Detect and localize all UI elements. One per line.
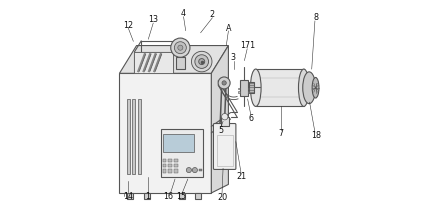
Bar [161, 129, 203, 177]
Bar [168, 158, 172, 162]
Circle shape [218, 77, 230, 89]
Text: 6: 6 [248, 114, 254, 123]
Bar [179, 192, 185, 199]
Text: 14: 14 [123, 192, 133, 201]
Text: 16: 16 [163, 192, 174, 201]
Bar [168, 164, 172, 167]
Text: 3: 3 [231, 53, 236, 62]
Bar [163, 158, 166, 162]
Bar [221, 117, 229, 126]
Polygon shape [135, 52, 173, 73]
Ellipse shape [250, 69, 261, 106]
Polygon shape [211, 46, 228, 193]
Bar [217, 135, 233, 166]
Bar [163, 134, 194, 152]
Circle shape [171, 38, 190, 57]
Circle shape [222, 114, 228, 120]
Bar [138, 99, 141, 174]
Bar [238, 88, 239, 89]
Bar [248, 91, 250, 93]
Circle shape [192, 167, 198, 173]
Text: 4: 4 [181, 9, 186, 18]
Ellipse shape [303, 72, 316, 104]
Ellipse shape [312, 77, 319, 98]
Text: 20: 20 [217, 193, 227, 202]
Bar [119, 73, 211, 193]
Bar [163, 169, 166, 173]
Bar [174, 158, 178, 162]
Circle shape [199, 58, 205, 64]
Bar [174, 164, 178, 167]
Circle shape [174, 42, 186, 54]
Bar [127, 192, 133, 199]
Bar [174, 169, 178, 173]
Text: 171: 171 [240, 41, 255, 50]
Bar [239, 80, 248, 96]
FancyBboxPatch shape [214, 124, 236, 169]
Text: 2: 2 [210, 10, 215, 19]
Text: 15: 15 [176, 192, 186, 201]
Ellipse shape [298, 69, 309, 106]
Text: 1: 1 [145, 192, 151, 201]
Circle shape [178, 45, 183, 50]
Polygon shape [119, 46, 228, 73]
Bar [248, 88, 250, 89]
Circle shape [191, 51, 212, 72]
Circle shape [222, 81, 226, 85]
Bar [198, 169, 202, 171]
Text: 7: 7 [278, 129, 283, 138]
Text: 18: 18 [311, 131, 321, 140]
Circle shape [195, 55, 209, 68]
Bar [127, 99, 130, 174]
Text: 13: 13 [148, 15, 158, 25]
Bar [144, 192, 150, 199]
Bar [195, 192, 201, 199]
Text: 12: 12 [123, 21, 133, 30]
Text: 8: 8 [313, 13, 318, 22]
Bar [249, 82, 254, 93]
Text: 21: 21 [236, 172, 246, 181]
Bar [168, 169, 172, 173]
Bar [176, 57, 185, 69]
Bar [238, 91, 239, 93]
Bar [163, 164, 166, 167]
Bar [132, 99, 135, 174]
Text: 5: 5 [218, 126, 223, 135]
Circle shape [186, 167, 191, 173]
Bar [256, 69, 304, 106]
Text: A: A [226, 24, 231, 33]
